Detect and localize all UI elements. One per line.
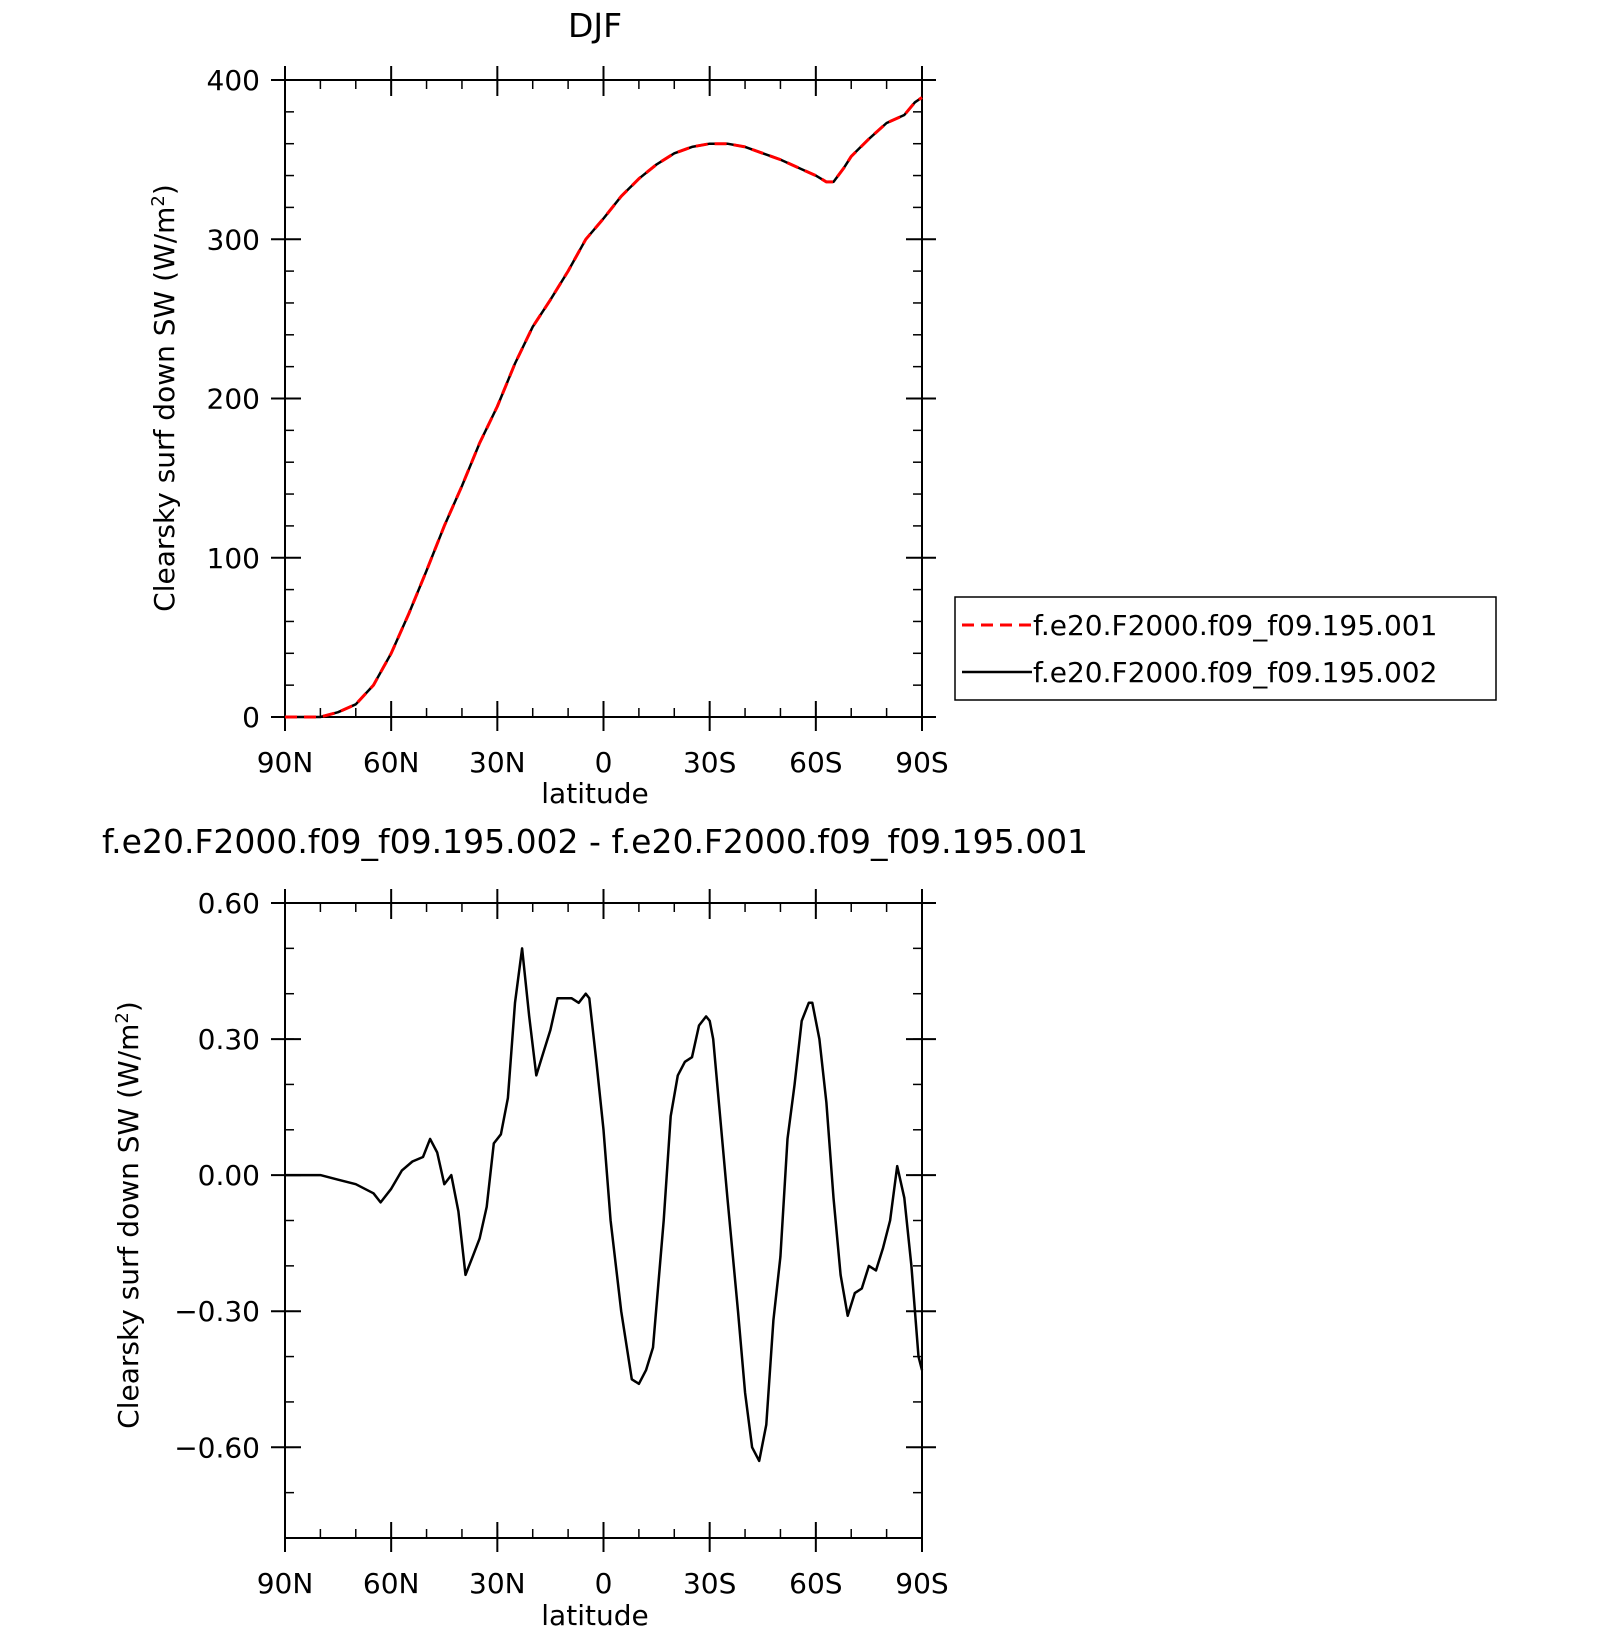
legend-label-series-1: f.e20.F2000.f09_f09.195.001: [1033, 609, 1437, 642]
top-series-line-1: [285, 96, 923, 719]
top-x-tick-label: 60S: [789, 746, 842, 779]
bottom-y-tick-label: 0.60: [198, 887, 260, 920]
bottom-plot-frame: [284, 902, 923, 1539]
top-y-tick-label: 200: [207, 383, 260, 416]
top-x-tick-label: 60N: [363, 746, 420, 779]
top-plot-frame: [284, 79, 923, 718]
bottom-y-axis-title-main: Clearsky surf down SW (W/m: [112, 1024, 145, 1429]
bottom-x-tick-label: 90S: [895, 1567, 948, 1600]
top-y-axis-title-end: ): [148, 184, 181, 195]
legend-box: [954, 596, 1497, 701]
legend-label-series-2: f.e20.F2000.f09_f09.195.002: [1033, 656, 1437, 689]
top-y-axis-title-superscript: 2: [148, 195, 169, 206]
top-y-axis-title-main: Clearsky surf down SW (W/m: [148, 207, 181, 612]
bottom-chart: f.e20.F2000.f09_f09.195.002 - f.e20.F200…: [102, 822, 1088, 1632]
top-x-tick-label: 90N: [257, 746, 314, 779]
top-plot-area: 0 100 200 300 400 90N 60N 30N 0 30S 60S 90S: [207, 64, 949, 779]
top-chart: DJF 0 100 200 300 400 90N 60N 30N 0 30S 60S 90S lat…: [148, 6, 949, 810]
top-series-line-2: [285, 96, 923, 719]
bottom-x-tick-label: 60S: [789, 1567, 842, 1600]
bottom-y-tick-label: 0.30: [198, 1023, 260, 1056]
top-x-tick-label: 90S: [895, 746, 948, 779]
bottom-y-tick-label: −0.60: [174, 1431, 260, 1464]
bottom-plot-area: −0.60 −0.30 0.00 0.30 0.60 90N 60N 30N 0 30S 60S 90…: [174, 887, 949, 1600]
top-y-tick-label: 300: [207, 223, 260, 256]
top-x-axis-title: latitude: [541, 777, 648, 810]
bottom-chart-title: f.e20.F2000.f09_f09.195.002 - f.e20.F200…: [102, 822, 1088, 861]
top-y-tick-label: 0: [242, 701, 260, 734]
bottom-y-tick-label: −0.30: [174, 1295, 260, 1328]
legend: f.e20.F2000.f09_f09.195.001 f.e20.F2000.…: [954, 596, 1497, 701]
top-y-tick-label: 400: [207, 64, 260, 97]
bottom-y-axis-title-end: ): [112, 1001, 145, 1012]
bottom-x-tick-label: 90N: [257, 1567, 314, 1600]
bottom-x-tick-label: 0: [595, 1567, 613, 1600]
top-x-tick-label: 0: [595, 746, 613, 779]
top-y-tick-label: 100: [207, 542, 260, 575]
top-chart-title: DJF: [568, 6, 622, 45]
bottom-y-axis-title: Clearsky surf down SW (W/m2): [112, 1001, 146, 1429]
bottom-x-tick-label: 30S: [683, 1567, 736, 1600]
bottom-y-axis-title-superscript: 2: [112, 1012, 133, 1023]
top-y-axis-title: Clearsky surf down SW (W/m2): [148, 184, 182, 612]
bottom-x-axis-title: latitude: [541, 1599, 648, 1632]
top-x-tick-label: 30N: [469, 746, 526, 779]
top-x-tick-label: 30S: [683, 746, 736, 779]
bottom-x-tick-label: 30N: [469, 1567, 526, 1600]
bottom-y-tick-label: 0.00: [198, 1159, 260, 1192]
bottom-x-tick-label: 60N: [363, 1567, 420, 1600]
bottom-series-line-1: [285, 947, 924, 1463]
